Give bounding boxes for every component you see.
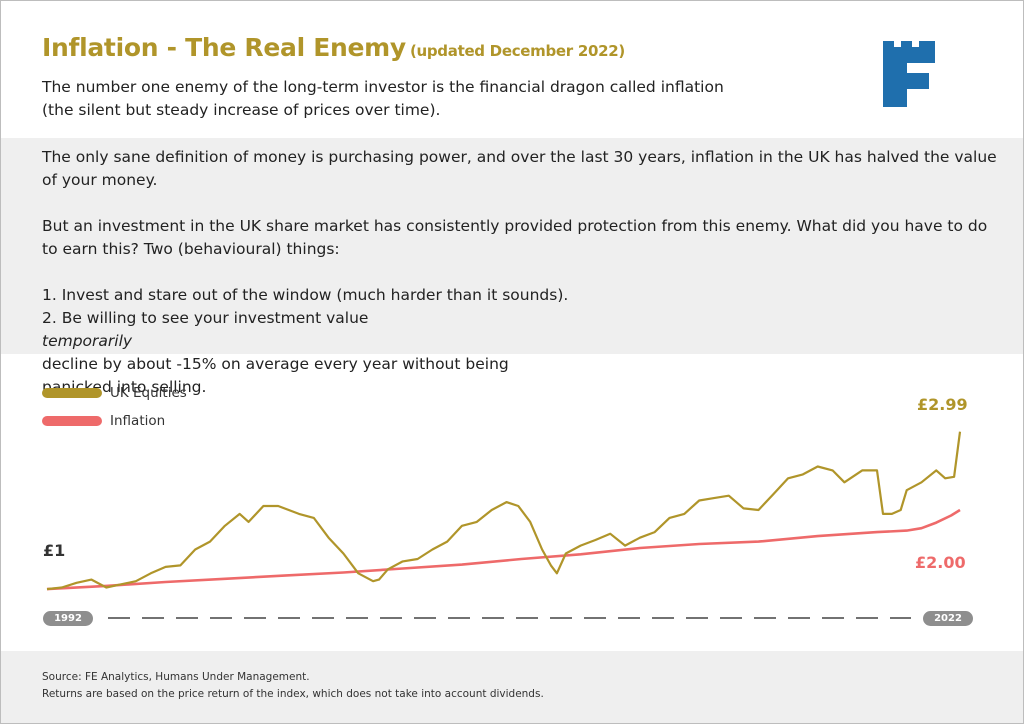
start-value-label: £1 — [43, 541, 66, 560]
paragraph: But an investment in the UK share market… — [42, 215, 992, 261]
text-line: The only sane definition of money is pur… — [42, 148, 997, 166]
legend-label: UK Equities — [110, 385, 187, 401]
source-note: Source: FE Analytics, Humans Under Manag… — [42, 671, 310, 683]
text-line: of your money. — [42, 171, 158, 189]
list-item: 1. Invest and stare out of the window (m… — [42, 286, 569, 304]
text-line: to earn this? Two (behavioural) things: — [42, 240, 340, 258]
legend-swatch — [42, 388, 102, 398]
end-value-label-inflation: £2.00 — [915, 553, 966, 572]
legend-swatch — [42, 416, 102, 426]
series-line-uk-equities — [46, 431, 962, 591]
line-chart — [46, 431, 962, 619]
methodology-note: Returns are based on the price return of… — [42, 688, 544, 700]
x-end-label: 2022 — [923, 611, 973, 626]
intro-line: (the silent but steady increase of price… — [42, 101, 441, 119]
list-item: 2. Be willing to see your investment val… — [42, 309, 509, 373]
legend-item-inflation: Inflation — [42, 411, 165, 431]
explanation-panel: The only sane definition of money is pur… — [1, 138, 1023, 396]
page-title: Inflation - The Real Enemy (updated Decem… — [42, 33, 625, 62]
x-start-label: 1992 — [43, 611, 93, 626]
end-value-label-uk-equities: £2.99 — [917, 395, 968, 414]
footer: Source: FE Analytics, Humans Under Manag… — [1, 651, 1023, 723]
paragraph: 1. Invest and stare out of the window (m… — [42, 284, 992, 399]
intro-text: The number one enemy of the long-term in… — [42, 76, 842, 122]
updated-note: (updated December 2022) — [409, 42, 625, 60]
legend-item-uk-equities: UK Equities — [42, 383, 187, 403]
text-line: But an investment in the UK share market… — [42, 217, 988, 235]
paragraph: The only sane definition of money is pur… — [42, 146, 997, 192]
intro-line: The number one enemy of the long-term in… — [42, 78, 724, 96]
series-line-inflation — [46, 508, 961, 591]
emphasis: temporarily — [42, 332, 133, 350]
fortress-f-logo-icon — [883, 41, 935, 107]
legend-label: Inflation — [110, 413, 166, 429]
